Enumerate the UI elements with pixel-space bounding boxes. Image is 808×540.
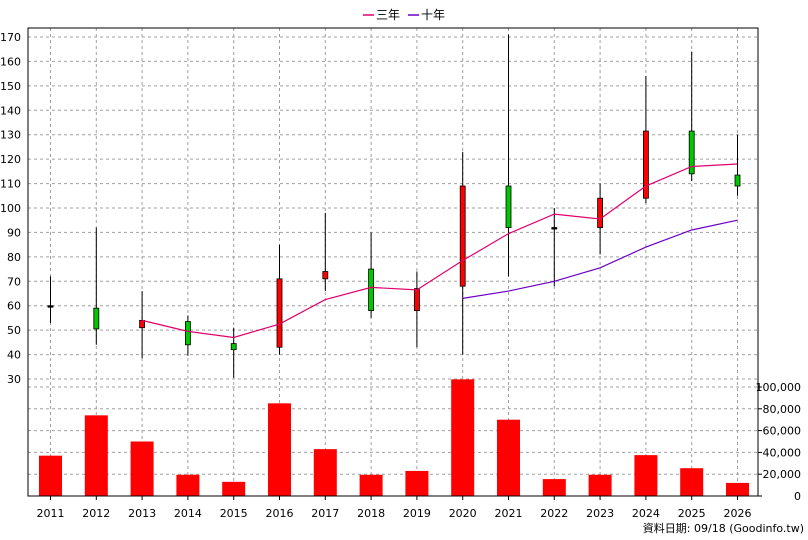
price-tick-label: 150: [0, 80, 21, 93]
volume-bar-2020: [451, 379, 475, 496]
x-tick-label: 2012: [82, 507, 110, 520]
legend-label-十年: 十年: [421, 8, 445, 22]
volume-tick-label: 20,000: [763, 468, 802, 481]
volume-bar-2016: [268, 403, 291, 496]
x-tick-label: 2014: [174, 507, 202, 520]
volume-tick-label: 60,000: [763, 425, 802, 438]
volume-bar-2015: [222, 481, 246, 496]
candle-body-2012: [93, 307, 100, 330]
candle-body-2018: [368, 268, 375, 312]
volume-axis: 0 20,000 40,000 60,000 80,000 100,000: [756, 381, 802, 503]
candle-body-2019: [413, 288, 420, 312]
volume-tick-label: 0: [794, 490, 801, 503]
x-axis: 2011 2012 2013 2014 2015 2016 2017 2018 2019 2020…: [37, 496, 752, 520]
price-tick-label: 130: [0, 129, 21, 142]
candle-body-2014: [184, 321, 191, 346]
candle-body-2013: [139, 319, 146, 329]
candle-body-2024: [643, 130, 649, 199]
series-line-三年: [141, 163, 738, 339]
volume-tick-label: 80,000: [763, 403, 802, 416]
price-tick-label: 40: [7, 349, 21, 362]
volume-bar-2012: [84, 415, 108, 496]
x-tick-label: 2026: [724, 507, 752, 520]
x-tick-label: 2018: [357, 507, 385, 520]
x-tick-label: 2017: [311, 507, 339, 520]
volume-bar-2019: [405, 470, 429, 496]
volume-bar-2022: [542, 479, 566, 496]
volume-bar-2013: [130, 441, 154, 496]
candle-body-2017: [322, 271, 329, 280]
price-axis: 30 40 50 60 70 80 90 100 110 120 130 140 150 160 170: [0, 31, 21, 386]
price-tick-label: 100: [0, 202, 21, 215]
series-line-十年: [462, 219, 738, 299]
volume-bar-2014: [176, 474, 200, 496]
grid: [28, 28, 758, 496]
price-tick-label: 120: [0, 153, 21, 166]
volume-bars: [39, 379, 749, 496]
price-tick-label: 110: [0, 178, 21, 191]
volume-tick-label: 40,000: [763, 446, 802, 459]
x-tick-label: 2023: [586, 507, 614, 520]
x-tick-label: 2013: [128, 507, 156, 520]
x-tick-label: 2022: [540, 507, 568, 520]
candle-body-2016: [276, 278, 283, 348]
x-tick-label: 2019: [403, 507, 431, 520]
x-tick-label: 2025: [678, 507, 706, 520]
price-tick-label: 30: [7, 373, 21, 386]
price-tick-label: 70: [7, 275, 21, 288]
plot-border: [27, 27, 759, 497]
x-tick-label: 2020: [449, 507, 477, 520]
volume-tick-label: 100,000: [756, 381, 802, 394]
candles: [47, 34, 741, 378]
x-tick-label: 2021: [495, 507, 523, 520]
moving-average-lines: [141, 163, 738, 339]
price-tick-label: 60: [7, 300, 21, 313]
x-tick-label: 2015: [220, 507, 248, 520]
candle-body-2022: [551, 227, 558, 230]
volume-bar-2025: [680, 468, 704, 496]
price-tick-label: 80: [7, 251, 21, 264]
volume-bar-2026: [726, 482, 749, 496]
x-tick-label: 2016: [266, 507, 294, 520]
candle-body-2011: [47, 305, 54, 308]
price-tick-label: 140: [0, 104, 21, 117]
candle-body-2020: [459, 185, 466, 287]
candle-body-2025: [688, 130, 695, 175]
candle-body-2015: [230, 343, 237, 351]
source-note: 資料日期: 09/18 (Goodinfo.tw): [643, 521, 804, 535]
plot-frame: [27, 27, 759, 497]
price-tick-label: 90: [7, 226, 21, 239]
volume-bar-2011: [39, 455, 62, 496]
volume-bar-2018: [359, 474, 383, 496]
volume-bar-2017: [313, 449, 337, 496]
candle-body-2021: [505, 185, 512, 228]
price-tick-label: 160: [0, 55, 21, 68]
legend-label-三年: 三年: [376, 8, 400, 22]
x-tick-label: 2024: [632, 507, 660, 520]
volume-bar-2021: [497, 419, 520, 496]
legend: 三年 十年: [363, 8, 445, 22]
price-tick-label: 170: [0, 31, 21, 44]
price-tick-label: 50: [7, 324, 21, 337]
x-tick-label: 2011: [37, 507, 65, 520]
candle-body-2023: [597, 197, 603, 228]
volume-bar-2024: [634, 455, 658, 496]
candle-body-2026: [734, 174, 741, 187]
volume-bar-2023: [588, 474, 612, 496]
